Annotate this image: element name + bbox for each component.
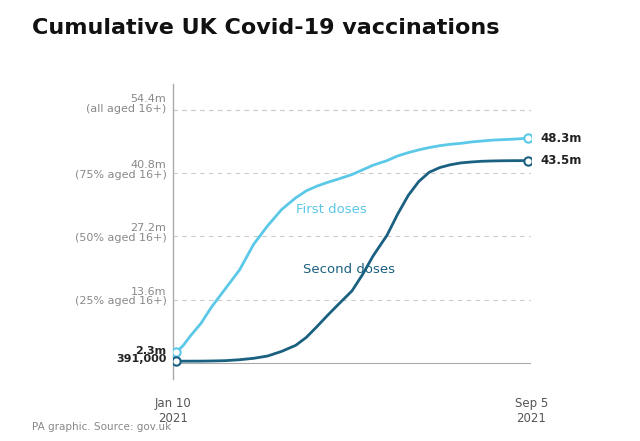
Text: Jan 10: Jan 10 (154, 397, 191, 410)
Text: 27.2m: 27.2m (131, 224, 166, 233)
Text: 40.8m: 40.8m (131, 160, 166, 170)
Text: (50% aged 16+): (50% aged 16+) (75, 233, 166, 243)
Text: 2021: 2021 (158, 412, 188, 425)
Text: 48.3m: 48.3m (541, 132, 582, 145)
Text: PA graphic. Source: gov.uk: PA graphic. Source: gov.uk (32, 422, 172, 432)
Text: 2.3m: 2.3m (135, 346, 166, 355)
Text: (all aged 16+): (all aged 16+) (86, 104, 166, 113)
Text: Sep 5: Sep 5 (515, 397, 548, 410)
Text: 13.6m: 13.6m (131, 287, 166, 297)
Text: 43.5m: 43.5m (541, 154, 582, 167)
Text: (75% aged 16+): (75% aged 16+) (74, 170, 166, 180)
Text: 54.4m: 54.4m (131, 94, 166, 104)
Text: First doses: First doses (296, 203, 367, 216)
Text: Cumulative UK Covid-19 vaccinations: Cumulative UK Covid-19 vaccinations (32, 18, 499, 37)
Text: (25% aged 16+): (25% aged 16+) (74, 296, 166, 306)
Text: Second doses: Second doses (303, 263, 395, 277)
Text: 391,000: 391,000 (116, 355, 166, 364)
Text: 2021: 2021 (516, 412, 546, 425)
